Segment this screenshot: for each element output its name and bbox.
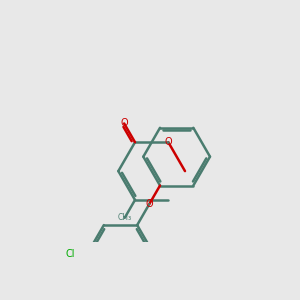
Text: O: O <box>146 199 153 209</box>
Text: Cl: Cl <box>66 249 75 259</box>
Text: O: O <box>164 137 172 147</box>
Text: CH₃: CH₃ <box>118 213 132 222</box>
Text: O: O <box>120 118 128 128</box>
